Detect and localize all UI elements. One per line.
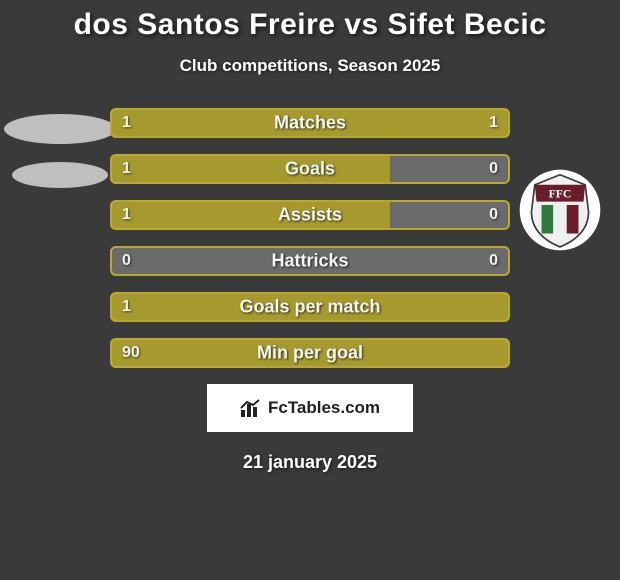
subtitle: Club competitions, Season 2025 bbox=[0, 56, 620, 76]
bar-left-fill bbox=[110, 154, 390, 184]
chart-area: FFC 11Matches 10Goals 10Assists 00Hattricks… bbox=[0, 108, 620, 368]
bar-left-fill bbox=[110, 200, 390, 230]
stat-row: 1Goals per match bbox=[110, 292, 510, 322]
comparison-bars: 11Matches 10Goals 10Assists 00Hattricks 1Goa… bbox=[110, 108, 510, 368]
bar-right-fill bbox=[390, 154, 510, 184]
svg-text:FFC: FFC bbox=[549, 187, 572, 200]
bar-left-fill bbox=[110, 338, 510, 368]
club-crest-icon: FFC bbox=[518, 168, 602, 252]
placeholder-oval-icon bbox=[4, 114, 116, 144]
bar-left-fill bbox=[110, 246, 310, 276]
bar-right-fill bbox=[310, 108, 510, 138]
attribution-badge: FcTables.com bbox=[207, 384, 413, 432]
footer-date: 21 january 2025 bbox=[0, 452, 620, 473]
stat-row: 10Goals bbox=[110, 154, 510, 184]
player-right-badge: FFC bbox=[500, 168, 620, 252]
attribution-text: FcTables.com bbox=[268, 398, 380, 418]
stat-row: 90Min per goal bbox=[110, 338, 510, 368]
stat-row: 11Matches bbox=[110, 108, 510, 138]
bar-left-fill bbox=[110, 108, 310, 138]
bar-right-fill bbox=[390, 200, 510, 230]
stat-row: 10Assists bbox=[110, 200, 510, 230]
placeholder-oval-icon bbox=[12, 162, 108, 188]
comparison-infographic: dos Santos Freire vs Sifet Becic Club co… bbox=[0, 0, 620, 473]
bar-chart-icon bbox=[240, 398, 262, 418]
player-left-badge bbox=[0, 108, 120, 206]
stat-row: 00Hattricks bbox=[110, 246, 510, 276]
page-title: dos Santos Freire vs Sifet Becic bbox=[0, 8, 620, 42]
bar-left-fill bbox=[110, 292, 510, 322]
bar-right-fill bbox=[310, 246, 510, 276]
